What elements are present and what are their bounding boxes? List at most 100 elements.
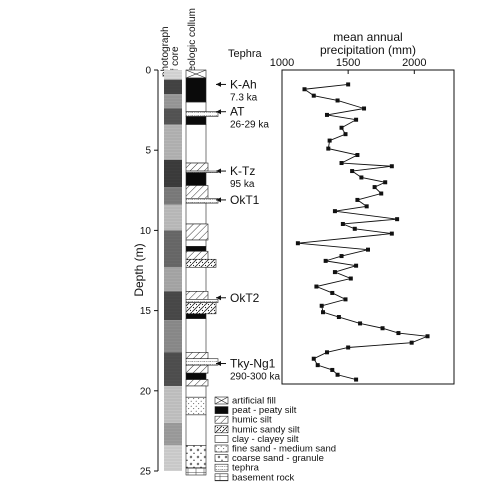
legend-swatch	[214, 435, 229, 443]
column-layer-clay	[185, 202, 207, 225]
tephra-age: 7.3 ka	[230, 92, 258, 103]
precip-point	[339, 125, 344, 130]
legend-label: tephra	[232, 463, 260, 474]
column-layer-peat	[185, 77, 207, 103]
column-layer-clay	[185, 385, 207, 398]
precip-point	[323, 258, 328, 263]
precip-title-line2: precipitation (mm)	[320, 43, 416, 57]
precip-point	[340, 221, 345, 226]
precip-point	[319, 303, 324, 308]
legend-item-sand: fine sand - medium sand	[214, 444, 336, 455]
plot-frame	[281, 69, 455, 385]
tephra-age: 26-29 ka	[230, 120, 269, 131]
depth-tick-label: 25	[140, 467, 152, 478]
precip-point	[330, 367, 335, 372]
tephra-arrowhead	[216, 197, 221, 203]
precip-point	[324, 112, 329, 117]
column-layer-basement	[185, 467, 207, 476]
precip-point	[335, 98, 340, 103]
legend-swatch	[214, 444, 229, 453]
legend-item-basement: basement rock	[214, 472, 295, 483]
column-layer-peat	[185, 172, 207, 186]
precip-point	[348, 276, 353, 281]
precip-point	[324, 350, 329, 355]
legend-item-clay: clay - clayey silt	[214, 434, 299, 445]
precipitation-chart: 1000 1500 2000	[270, 57, 455, 385]
legend-item-fill: artificial fill	[214, 396, 276, 407]
depth-axis-label: Depth (m)	[132, 243, 146, 296]
column-layer-humic	[185, 364, 209, 374]
header-photo-line2: of core	[170, 46, 181, 77]
tephra-name: K-Ah	[230, 77, 257, 91]
precip-point	[372, 185, 377, 190]
legend-label: fine sand - medium sand	[232, 444, 336, 455]
precip-point	[335, 372, 340, 377]
legend-label: humic sandy silt	[232, 424, 300, 435]
column-layer-humic	[185, 223, 209, 241]
column-layer-peat	[185, 116, 207, 125]
legend-item-coarse: coarse sand - granule	[214, 453, 324, 464]
precip-title-line1: mean annual	[333, 30, 402, 44]
header-photo-line1: photograph	[160, 26, 171, 77]
legend-label: basement rock	[232, 472, 295, 483]
precip-point	[409, 340, 414, 345]
precip-point	[389, 164, 394, 169]
precip-point	[346, 345, 351, 350]
column-layer-humic	[185, 291, 209, 300]
column-layer-coarse	[185, 445, 207, 469]
tephra-age: 95 ka	[230, 179, 255, 190]
precip-point	[343, 297, 348, 302]
precip-point	[389, 231, 394, 236]
precip-point	[339, 161, 344, 166]
header-column: geologic collum	[187, 8, 198, 77]
column-layer-humic	[185, 162, 209, 172]
column-layer-clay	[185, 124, 207, 164]
precip-point	[311, 356, 316, 361]
precip-point	[332, 209, 337, 214]
precip-point	[343, 132, 348, 137]
precip-point	[327, 138, 332, 143]
legend-swatch-cross	[214, 396, 229, 405]
tephra-name: Tky-Ng1	[230, 357, 276, 371]
column-layer-clay	[185, 318, 207, 353]
precip-point	[359, 175, 364, 180]
x-tick-label: 2000	[402, 57, 426, 69]
tephra-arrowhead	[216, 361, 221, 367]
legend-swatch	[214, 473, 229, 482]
column-layer-peat	[185, 372, 207, 380]
precip-point	[314, 284, 319, 289]
depth-tick-label: 15	[140, 306, 152, 317]
column-layer-humic	[185, 250, 209, 260]
legend-swatch	[214, 454, 229, 462]
precip-point	[311, 93, 316, 98]
geologic-column	[185, 69, 219, 476]
fill-cross	[185, 69, 207, 79]
precip-point	[366, 247, 370, 252]
precip-point	[330, 290, 335, 295]
tephra-arrowhead	[216, 109, 221, 115]
core-photograph	[164, 70, 182, 471]
tephra-name: K-Tz	[230, 164, 255, 178]
column-layer-tephra	[185, 358, 219, 366]
column-layer-clay	[185, 414, 207, 446]
precip-point	[295, 241, 300, 246]
depth-tick-label: 5	[145, 146, 151, 157]
precip-point	[352, 226, 357, 231]
column-layer-clay	[185, 266, 207, 292]
precip-point	[302, 87, 307, 92]
precip-point	[326, 146, 331, 151]
precip-series-line	[297, 83, 428, 381]
x-tick-label: 1000	[270, 57, 294, 69]
depth-tick-label: 20	[140, 386, 152, 397]
legend-label: humic silt	[232, 415, 272, 426]
column-layer-peat	[185, 246, 207, 252]
precip-point	[383, 180, 388, 185]
column-layer-humic	[185, 379, 209, 387]
precip-point	[354, 377, 359, 382]
column-layer-humicsandy	[185, 302, 217, 315]
legend-swatch	[214, 425, 229, 434]
precip-point	[336, 315, 341, 320]
precip-point	[339, 254, 344, 259]
precip-point	[396, 331, 401, 336]
